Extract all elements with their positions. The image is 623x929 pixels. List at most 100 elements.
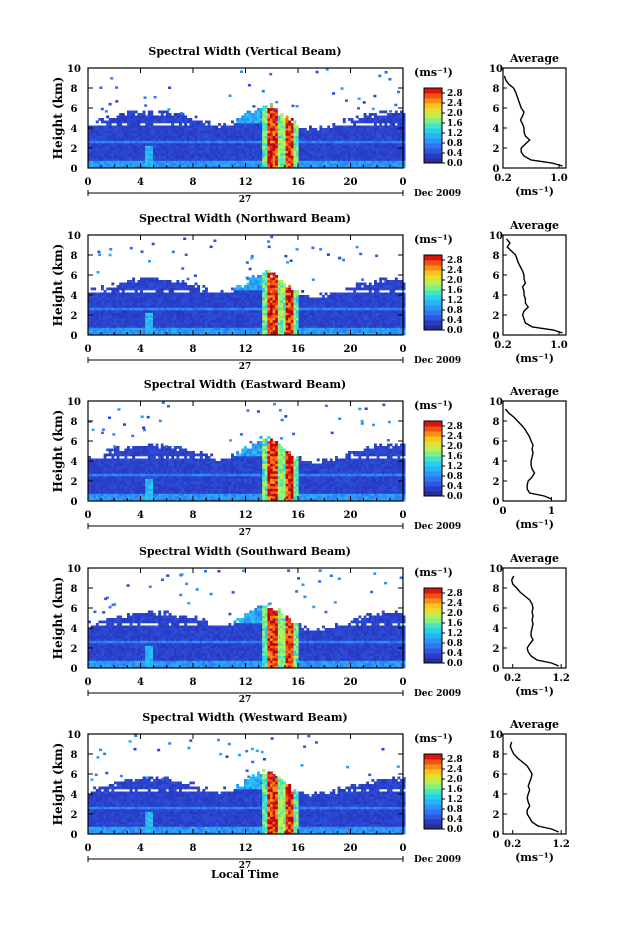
heatmap-cell	[108, 315, 112, 318]
heatmap-cell	[389, 143, 393, 146]
heatmap-cell	[332, 305, 336, 308]
heatmap-cell	[327, 155, 331, 159]
heatmap-cell	[290, 332, 294, 336]
heatmap-cell	[368, 160, 372, 164]
heatmap-cell	[134, 320, 138, 323]
heatmap-cell	[124, 310, 128, 313]
heatmap-cell	[246, 165, 250, 169]
heatmap-cell	[392, 317, 396, 321]
heatmap-cell	[298, 155, 302, 159]
heatmap-cell	[259, 277, 263, 281]
heatmap-cell	[275, 120, 279, 124]
heatmap-cell	[150, 322, 154, 326]
heatmap-cell	[160, 148, 164, 151]
heatmap-cell	[205, 295, 208, 298]
heatmap-cell	[270, 277, 273, 281]
heatmap-cell	[153, 125, 156, 129]
heatmap-cell	[181, 292, 185, 296]
heatmap-cell	[254, 153, 258, 156]
heatmap-cell	[153, 285, 156, 288]
heatmap-cell	[202, 330, 206, 333]
heatmap-cell	[90, 128, 94, 131]
heatmap-cell	[199, 322, 203, 326]
heatmap-cell	[327, 128, 331, 131]
heatmap-cell	[101, 327, 104, 331]
heatmap-cell	[184, 130, 188, 134]
heatmap-cell	[298, 138, 302, 141]
heatmap-cell	[290, 165, 294, 169]
heatmap-cell	[280, 322, 284, 326]
heatmap-cell	[121, 150, 125, 154]
heatmap-cell	[134, 322, 138, 326]
heatmap-cell	[95, 140, 99, 144]
heatmap-cell	[88, 163, 91, 166]
heatmap-cell	[363, 125, 367, 129]
heatmap-cell	[205, 143, 208, 146]
heatmap-cell	[329, 148, 333, 151]
heatmap-cell	[142, 302, 146, 306]
heatmap-cell	[116, 307, 120, 311]
heatmap-cell	[186, 312, 190, 316]
heatmap-cell	[246, 135, 250, 139]
heatmap-cell	[241, 153, 245, 156]
heatmap-cell	[129, 165, 133, 169]
heatmap-cell	[283, 148, 286, 151]
heatmap-cell	[241, 325, 245, 328]
colorbar-segment	[424, 138, 442, 144]
heatmap-cell	[309, 138, 312, 141]
heatmap-cell	[114, 320, 117, 323]
heatmap-cell	[322, 330, 325, 333]
heatmap-cell	[88, 292, 91, 296]
heatmap-cell	[311, 165, 315, 169]
heatmap-cell	[106, 128, 110, 131]
heatmap-cell	[392, 282, 396, 286]
heatmap-cell	[163, 150, 167, 154]
heatmap-cell	[392, 297, 396, 301]
heatmap-cell	[277, 320, 281, 323]
heatmap-cell	[275, 158, 279, 161]
heatmap-cell	[119, 140, 123, 144]
heatmap-cell	[150, 145, 154, 149]
heatmap-cell	[384, 135, 388, 139]
heatmap-cell	[116, 145, 120, 149]
heatmap-cell	[192, 135, 195, 139]
heatmap-cell	[366, 295, 370, 298]
heatmap-cell	[259, 110, 263, 114]
heatmap-cell	[228, 307, 232, 311]
heatmap-cell	[257, 307, 260, 311]
heatmap-cell	[238, 123, 242, 126]
heatmap-cell	[179, 128, 182, 131]
heatmap-cell	[264, 282, 268, 286]
heatmap-cell	[127, 150, 130, 154]
heatmap-cell	[137, 113, 141, 116]
heatmap-cell	[267, 292, 271, 296]
heatmap-cell	[155, 163, 159, 166]
heatmap-cell	[363, 312, 367, 316]
heatmap-cell	[270, 120, 273, 124]
heatmap-cell	[121, 163, 125, 166]
heatmap-cell	[116, 118, 120, 121]
heatmap-cell	[350, 158, 354, 161]
heatmap-cell	[387, 305, 390, 308]
heatmap-cell	[103, 163, 107, 166]
heatmap-cell	[288, 165, 292, 169]
heatmap-cell	[173, 315, 177, 318]
heatmap-cell	[155, 300, 159, 303]
heatmap-cell	[127, 118, 130, 121]
heatmap-cell	[262, 310, 266, 313]
heatmap-cell	[155, 285, 159, 288]
heatmap-cell	[145, 322, 149, 326]
heatmap-cell	[353, 290, 357, 293]
heatmap-cell	[119, 138, 123, 141]
heatmap-cell	[350, 325, 354, 328]
heatmap-cell	[103, 145, 107, 149]
heatmap-cell	[90, 295, 94, 298]
chart-panel-1: Spectral Width (Northward Beam)0246810He…	[51, 212, 568, 372]
heatmap-cell	[236, 150, 240, 154]
heatmap-cell	[332, 125, 336, 129]
heatmap-cell	[129, 113, 133, 116]
heatmap-cell	[103, 148, 107, 151]
heatmap-cell	[186, 302, 190, 306]
heatmap-cell	[254, 160, 258, 164]
heatmap-cell	[212, 312, 216, 316]
